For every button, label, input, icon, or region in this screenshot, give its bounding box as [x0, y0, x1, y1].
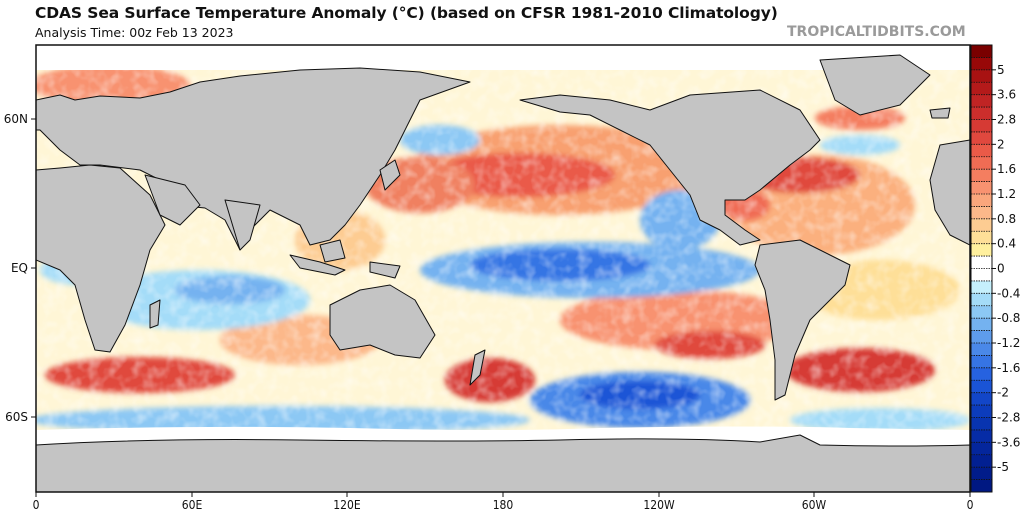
colorbar-segment [971, 94, 992, 108]
colorbar-segment [971, 45, 992, 58]
colorbar-tick-label: 3.6 [997, 88, 1016, 102]
land-arabia [144, 174, 201, 226]
land-japan [379, 159, 401, 191]
map-frame [36, 45, 970, 492]
colorbar-tick-label: 0.8 [997, 212, 1016, 226]
colorbar-tick-label: -1.6 [997, 361, 1020, 375]
colorbar-tick-label: -5 [997, 460, 1009, 474]
colorbar-segment [971, 305, 992, 319]
colorbar-segment [971, 479, 992, 493]
lon-label-120w: 120W [643, 498, 675, 512]
colorbar-segment [971, 131, 992, 145]
latitude-axis: 60N EQ 60S [4, 112, 36, 424]
colorbar-tick-label: 1.2 [997, 187, 1016, 201]
land-eurasia [36, 67, 471, 251]
colorbar-segment [971, 380, 992, 393]
colorbar-segment [971, 280, 992, 294]
colorbar-segment [971, 169, 992, 182]
land-west-africa-europe [929, 139, 970, 246]
land-iceland [929, 107, 951, 119]
colorbar-segment [971, 156, 992, 170]
lon-label-180: 180 [493, 498, 514, 512]
colorbar-tick-label: -0.4 [997, 286, 1020, 300]
land-new-guinea [369, 261, 401, 279]
colorbar-segment [971, 405, 992, 418]
lat-label-eq: EQ [11, 261, 28, 275]
arctic-ice [36, 45, 970, 70]
colorbar-segment [971, 194, 992, 207]
colorbar-segment [971, 243, 992, 257]
land-indonesia [289, 254, 346, 276]
colorbar-tick-label: -3.6 [997, 435, 1020, 449]
colorbar-segment [971, 107, 992, 120]
colorbar-segment [971, 231, 992, 244]
land-new-zealand [469, 349, 486, 386]
land-greenland [819, 54, 931, 116]
colorbar-tick-label: -0.8 [997, 311, 1020, 325]
colorbar-tick-label: 2 [997, 137, 1005, 151]
land-north-america [519, 89, 821, 246]
colorbar-tick-label: -2 [997, 386, 1009, 400]
colorbar-segment [971, 82, 992, 95]
colorbar-segment [971, 218, 992, 232]
colorbar-segment [971, 119, 992, 133]
land-antarctica [36, 434, 970, 492]
colorbar-segment [971, 417, 992, 431]
colorbar-tick-label: 5 [997, 63, 1005, 77]
colorbar-segment [971, 442, 992, 456]
colorbar-segment [971, 268, 992, 282]
lat-label-60s: 60S [5, 410, 28, 424]
colorbar-segment [971, 330, 992, 344]
lon-label-360: 0 [967, 498, 974, 512]
lon-label-0: 0 [33, 498, 40, 512]
source-credit: TROPICALTIDBITS.COM [787, 24, 966, 40]
land-madagascar [149, 299, 161, 329]
map-title: CDAS Sea Surface Temperature Anomaly (°C… [35, 4, 778, 22]
colorbar-segment [971, 293, 992, 307]
land-australia [329, 284, 436, 359]
colorbar-segment [971, 355, 992, 369]
land-india [224, 199, 261, 251]
lon-label-60w: 60W [802, 498, 827, 512]
colorbar-segment [971, 467, 992, 480]
colorbar-tick-label: 0.4 [997, 237, 1016, 251]
land-south-america [754, 239, 851, 401]
colorbar-segment [971, 144, 992, 158]
colorbar-segment [971, 57, 992, 71]
land-africa [36, 164, 166, 353]
colorbar-tick-label: -2.8 [997, 411, 1020, 425]
colorbar-segment [971, 392, 992, 406]
colorbar-tick-label: 2.8 [997, 113, 1016, 127]
colorbar-segment [971, 454, 992, 468]
colorbar: 5 3.6 2.8 2 1.6 1.2 0.8 0.4 0 -0.4 -0.8 -1.2 -1.6 -2 -… [970, 44, 1020, 493]
colorbar-tick-label: 0 [997, 262, 1005, 276]
colorbar-segment [971, 318, 992, 331]
colorbar-segment [971, 343, 992, 356]
longitude-axis: 0 60E 120E 180 120W 60W 0 [33, 492, 974, 512]
colorbar-segment [971, 69, 992, 83]
colorbar-segment [971, 367, 992, 381]
land-borneo [319, 239, 346, 263]
colorbar-segment [971, 429, 992, 443]
lon-label-60e: 60E [182, 498, 203, 512]
colorbar-segment [971, 181, 992, 195]
analysis-time: Analysis Time: 00z Feb 13 2023 [35, 25, 234, 40]
land [36, 54, 970, 492]
lon-label-120e: 120E [333, 498, 361, 512]
lat-label-60n: 60N [4, 112, 28, 126]
colorbar-tick-label: 1.6 [997, 162, 1016, 176]
colorbar-segment [971, 206, 992, 220]
colorbar-segment [971, 256, 992, 269]
colorbar-tick-label: -1.2 [997, 336, 1020, 350]
